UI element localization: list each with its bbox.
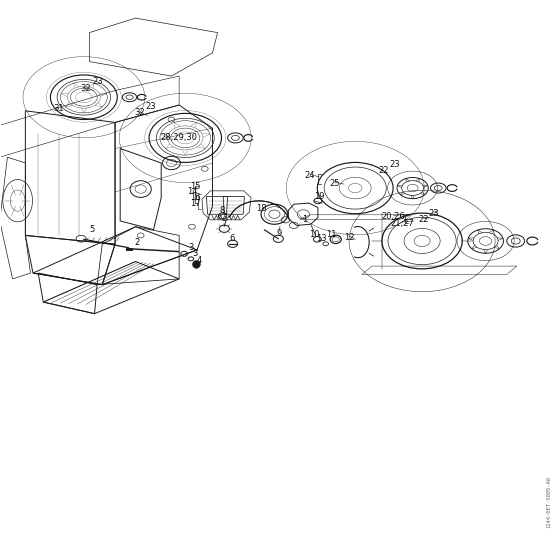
- Text: 21,27: 21,27: [391, 218, 414, 228]
- Text: 1144-0ET-5005-A0: 1144-0ET-5005-A0: [547, 476, 552, 528]
- Text: 17: 17: [190, 199, 200, 208]
- Text: 32: 32: [134, 108, 145, 118]
- Text: 28,29,30: 28,29,30: [160, 133, 197, 142]
- Text: 6: 6: [230, 234, 235, 243]
- Text: 23: 23: [389, 160, 400, 169]
- Text: 8: 8: [220, 207, 225, 216]
- Text: 5: 5: [89, 225, 94, 234]
- Text: 15: 15: [190, 182, 200, 191]
- Text: 4: 4: [197, 256, 202, 265]
- Text: 12: 12: [344, 232, 355, 241]
- Text: 3: 3: [193, 249, 198, 258]
- Text: 19: 19: [314, 192, 324, 201]
- Text: 22: 22: [418, 216, 429, 225]
- Circle shape: [193, 260, 200, 268]
- Text: 14: 14: [186, 188, 197, 197]
- Text: 1: 1: [302, 216, 307, 225]
- Text: 23: 23: [146, 102, 156, 111]
- Text: 23: 23: [92, 77, 102, 86]
- Text: 23: 23: [428, 209, 439, 218]
- Text: 9: 9: [276, 228, 282, 237]
- Text: 3: 3: [188, 243, 194, 252]
- Text: 13: 13: [316, 234, 327, 243]
- Text: 24: 24: [305, 171, 315, 180]
- Text: 11: 11: [326, 230, 337, 239]
- Text: 16: 16: [190, 193, 200, 202]
- Text: 25: 25: [329, 179, 340, 188]
- Text: 2: 2: [134, 237, 139, 246]
- Text: 31: 31: [53, 104, 63, 113]
- Text: 18: 18: [256, 204, 267, 213]
- Text: 20,26: 20,26: [382, 212, 405, 221]
- Text: 22: 22: [379, 166, 389, 175]
- Text: 32: 32: [81, 84, 91, 93]
- Text: 7: 7: [222, 220, 227, 229]
- Text: 10: 10: [309, 230, 319, 239]
